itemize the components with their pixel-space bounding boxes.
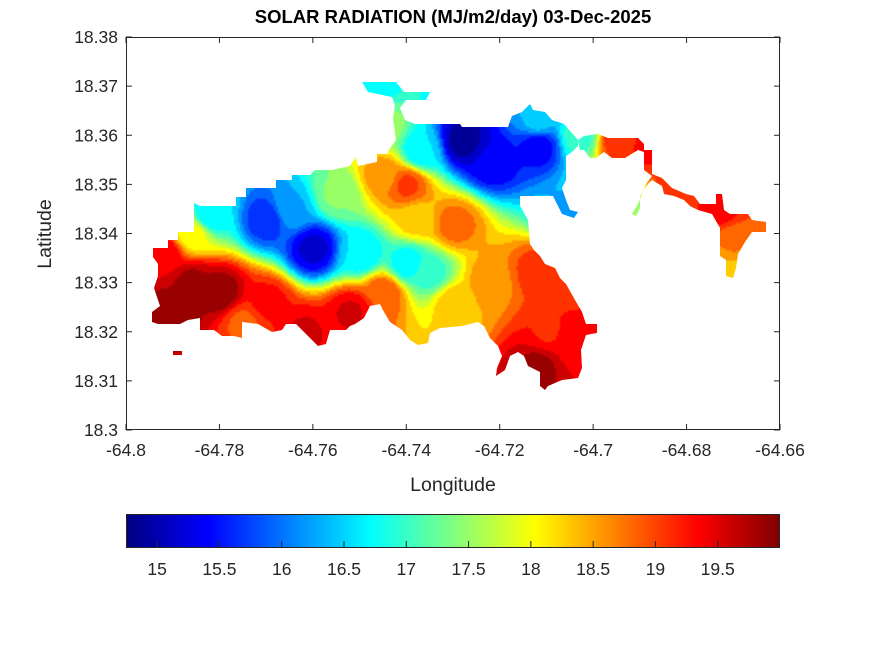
colorbar-tick-label: 19.5 xyxy=(701,559,735,579)
y-axis: 18.3 18.31 18.32 18.33 18.34 18.35 18.36 18.37 1… xyxy=(74,27,780,440)
x-axis-label: Longitude xyxy=(410,474,496,496)
x-tick-label: -64.68 xyxy=(662,440,712,460)
x-tick-label: -64.74 xyxy=(381,440,431,460)
x-tick-label: -64.7 xyxy=(573,440,613,460)
y-tick-label: 18.38 xyxy=(74,27,118,47)
x-tick-label: -64.78 xyxy=(195,440,245,460)
colorbar-tick-label: 15 xyxy=(147,559,166,579)
x-axis: -64.8 -64.78 -64.76 -64.74 -64.72 -64.7 -64.68… xyxy=(106,37,805,460)
x-tick-label: -64.72 xyxy=(475,440,525,460)
y-tick-label: 18.35 xyxy=(74,174,118,194)
y-tick-label: 18.37 xyxy=(74,76,118,96)
y-tick-label: 18.36 xyxy=(74,125,118,145)
colorbar-tick-label: 18 xyxy=(521,559,540,579)
y-tick-label: 18.31 xyxy=(74,371,118,391)
colorbar-tick-label: 18.5 xyxy=(576,559,610,579)
colorbar-tick-label: 15.5 xyxy=(202,559,236,579)
x-tick-label: -64.66 xyxy=(755,440,805,460)
colorbar-tick-label: 19 xyxy=(646,559,665,579)
colorbar-tick-label: 17.5 xyxy=(452,559,486,579)
y-tick-label: 18.33 xyxy=(74,273,118,293)
x-tick-label: -64.76 xyxy=(288,440,338,460)
y-axis-label: Latitude xyxy=(34,199,56,268)
chart-title: SOLAR RADIATION (MJ/m2/day) 03-Dec-2025 xyxy=(254,6,652,27)
colorbar-tick-label: 17 xyxy=(397,559,416,579)
x-tick-label: -64.8 xyxy=(106,440,146,460)
y-tick-label: 18.32 xyxy=(74,322,118,342)
colorbar-tick-label: 16.5 xyxy=(327,559,361,579)
y-tick-label: 18.3 xyxy=(84,420,118,440)
y-tick-label: 18.34 xyxy=(74,224,118,244)
colorbar-ticks: 15 15.5 16 16.5 17 17.5 18 18.5 19 19.5 xyxy=(147,541,735,579)
colorbar xyxy=(126,514,780,548)
colorbar-tick-label: 16 xyxy=(272,559,291,579)
